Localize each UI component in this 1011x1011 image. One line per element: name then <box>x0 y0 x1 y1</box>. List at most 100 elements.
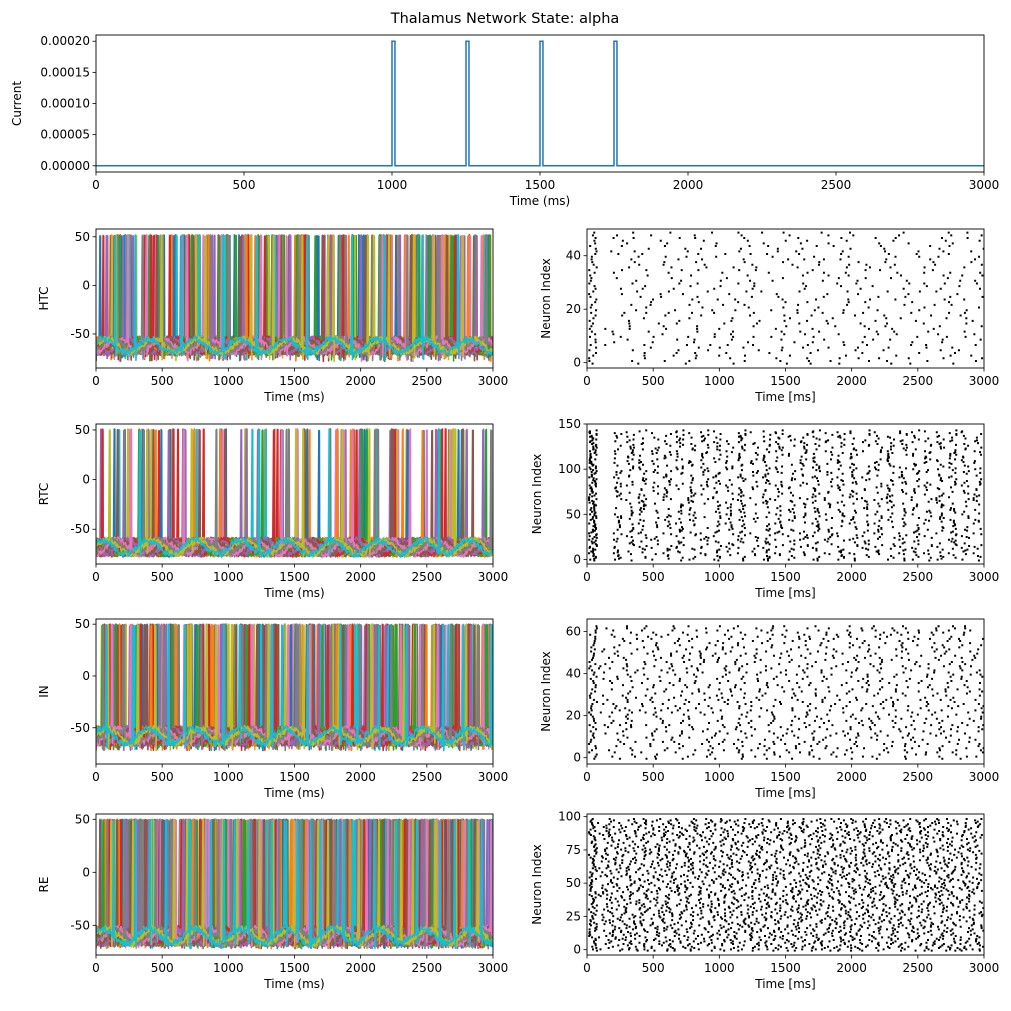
x-tick-label: 500 <box>233 178 256 192</box>
x-tick-label: 1000 <box>704 570 735 584</box>
y-tick-label: 75 <box>566 843 581 857</box>
x-axis-label: Time (ms) <box>509 194 571 208</box>
y-tick-label: 20 <box>566 302 581 316</box>
re-voltage-axes: 0 500 1000 1500 2000 2500 3000 -50 0 50 Time (ms) R… <box>37 812 508 991</box>
x-tick-label: 500 <box>151 374 174 388</box>
y-axis-label: Neuron Index <box>530 454 544 534</box>
y-tick-label: 0 <box>82 669 90 683</box>
x-tick-label: 1500 <box>770 961 801 975</box>
y-axis-label: IN <box>37 685 51 698</box>
x-tick-label: 2500 <box>903 374 934 388</box>
y-tick-label: 100 <box>558 462 581 476</box>
y-tick-label: 0.00020 <box>40 34 90 48</box>
x-tick-label: 1500 <box>279 570 310 584</box>
x-tick-label: 3000 <box>969 374 1000 388</box>
x-tick-label: 1000 <box>704 961 735 975</box>
x-tick-label: 1000 <box>704 374 735 388</box>
x-axis-label: Time [ms] <box>754 586 816 600</box>
y-tick-label: 50 <box>566 876 581 890</box>
x-tick-label: 3000 <box>478 961 509 975</box>
y-axis-label: RE <box>37 877 51 893</box>
y-axis-label: HTC <box>37 286 51 310</box>
x-axis-label: Time (ms) <box>263 586 325 600</box>
x-tick-label: 1500 <box>279 374 310 388</box>
y-axis-label: Neuron Index <box>530 844 544 924</box>
y-tick-label: -50 <box>70 721 90 735</box>
re-voltage-plot-area <box>96 818 493 950</box>
voltage-trace <box>96 818 493 950</box>
htc-raster-plot-area <box>588 231 984 365</box>
x-tick-label: 500 <box>642 570 665 584</box>
x-axis-label: Time (ms) <box>263 977 325 991</box>
current-axes: 0 500 1000 1500 2000 2500 3000 0.00000 0.00005 0.… <box>10 34 999 208</box>
htc-voltage-plot-area <box>96 234 493 362</box>
x-tick-label: 2000 <box>673 178 704 192</box>
rtc-voltage-axes: 0 500 1000 1500 2000 2500 3000 -50 0 50 Time (ms) R… <box>37 423 508 600</box>
re-raster-plot-area <box>588 817 984 952</box>
spike-dots <box>588 817 984 952</box>
x-tick-label: 2000 <box>836 961 867 975</box>
voltage-trace <box>96 428 493 558</box>
y-axis-label: Neuron Index <box>539 651 553 731</box>
y-tick-label: 0 <box>82 278 90 292</box>
y-tick-label: 0 <box>573 943 581 957</box>
x-tick-label: 2000 <box>836 374 867 388</box>
x-tick-label: 2500 <box>412 374 443 388</box>
y-tick-label: 20 <box>566 709 581 723</box>
in-voltage-plot-area <box>96 623 493 752</box>
y-tick-label: -50 <box>70 918 90 932</box>
y-tick-label: 60 <box>566 625 581 639</box>
spike-dots <box>588 625 984 760</box>
x-tick-label: 2000 <box>345 770 376 784</box>
y-tick-label: 0 <box>573 751 581 765</box>
htc-raster-axes: 0 500 1000 1500 2000 2500 3000 0 20 40 Time [ms] Ne… <box>539 228 1000 404</box>
y-tick-label: 50 <box>566 507 581 521</box>
x-tick-label: 3000 <box>478 770 509 784</box>
x-tick-label: 0 <box>583 961 591 975</box>
x-tick-label: 2500 <box>903 961 934 975</box>
voltage-trace <box>96 428 493 558</box>
in-voltage-axes: 0 500 1000 1500 2000 2500 3000 -50 0 50 Time (ms) I… <box>37 617 508 800</box>
y-axis-label: Neuron Index <box>539 258 553 338</box>
re-raster-axes: 0 500 1000 1500 2000 2500 3000 0 25 50 75 100 Time [… <box>530 810 999 991</box>
x-axis-label: Time [ms] <box>754 977 816 991</box>
x-tick-label: 2500 <box>903 770 934 784</box>
voltage-trace <box>96 623 493 752</box>
x-tick-label: 2000 <box>836 770 867 784</box>
spike-dots <box>588 231 984 365</box>
y-axis-label: Current <box>10 81 24 126</box>
x-tick-label: 1500 <box>279 770 310 784</box>
x-tick-label: 1000 <box>704 770 735 784</box>
x-tick-label: 1000 <box>213 770 244 784</box>
x-tick-label: 1500 <box>770 770 801 784</box>
in-raster-frame <box>586 618 985 765</box>
x-tick-label: 500 <box>642 374 665 388</box>
y-tick-label: 0 <box>573 356 581 370</box>
x-tick-label: 0 <box>583 570 591 584</box>
x-tick-label: 3000 <box>969 178 1000 192</box>
x-tick-label: 2500 <box>821 178 852 192</box>
voltage-trace <box>96 234 493 362</box>
x-tick-label: 0 <box>92 770 100 784</box>
x-axis-label: Time [ms] <box>754 390 816 404</box>
y-tick-label: 150 <box>558 417 581 431</box>
y-tick-label: 100 <box>558 810 581 824</box>
in-raster-axes: 0 500 1000 1500 2000 2500 3000 0 20 40 60 Time [ms]… <box>539 618 999 800</box>
current-trace <box>96 40 984 167</box>
y-tick-label: 0.00005 <box>40 128 90 142</box>
x-tick-label: 3000 <box>478 570 509 584</box>
x-tick-label: 2000 <box>345 961 376 975</box>
x-tick-label: 1000 <box>213 961 244 975</box>
htc-voltage-axes: 0 500 1000 1500 2000 2500 3000 -50 0 50 Time (ms) H… <box>37 228 508 404</box>
x-tick-label: 2000 <box>345 374 376 388</box>
in-raster-plot-area <box>588 625 984 760</box>
voltage-trace <box>96 818 493 949</box>
x-tick-label: 2500 <box>412 570 443 584</box>
y-tick-label: 0 <box>573 552 581 566</box>
figure-title: Thalamus Network State: alpha <box>390 11 620 27</box>
voltage-trace <box>96 428 493 558</box>
voltage-trace <box>96 623 493 752</box>
x-tick-label: 2500 <box>412 770 443 784</box>
rtc-raster-axes: 0 500 1000 1500 2000 2500 3000 0 50 100 150 Time [m… <box>530 417 999 600</box>
x-tick-label: 2500 <box>412 961 443 975</box>
